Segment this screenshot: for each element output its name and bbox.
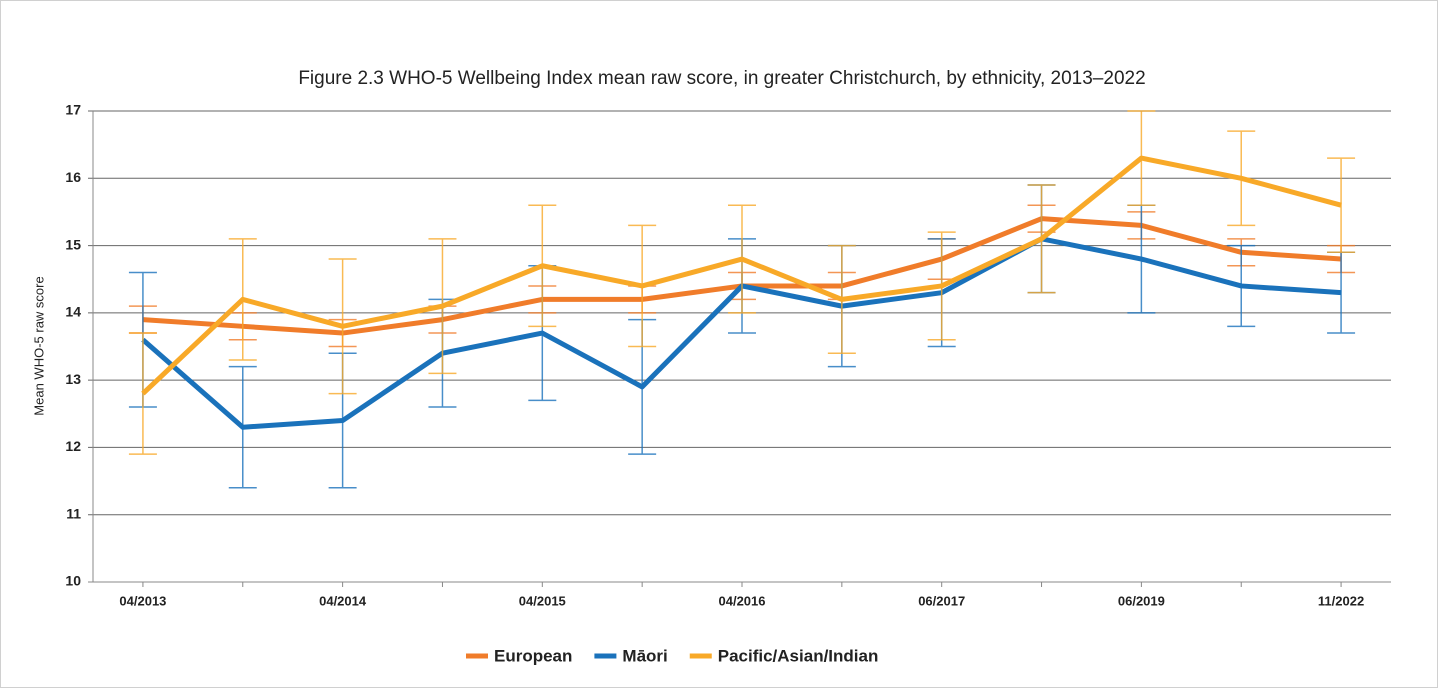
legend-label: European [494,646,572,665]
x-tick-label: 04/2015 [519,593,566,608]
y-tick-label: 14 [65,304,81,320]
y-axis-label: Mean WHO-5 raw score [31,276,46,415]
legend-label: Pacific/Asian/Indian [718,646,879,665]
chart-title: Figure 2.3 WHO-5 Wellbeing Index mean ra… [298,68,1145,89]
x-tick-label: 06/2017 [918,593,965,608]
x-tick-label: 11/2022 [1318,593,1364,608]
error-bar [1327,157,1356,254]
error-bar [128,332,157,455]
x-tick-label: 04/2016 [719,593,766,608]
legend: European Māori Pacific/Asian/Indian [466,646,878,665]
series-line [141,155,1342,396]
y-tick-label: 10 [65,573,81,589]
x-tick-label: 04/2013 [119,593,166,608]
y-tick-label: 11 [66,505,81,521]
y-tick-label: 16 [65,169,81,185]
y-tick-label: 13 [65,371,81,387]
x-tick-label: 04/2014 [319,593,367,608]
x-tick-label: 06/2019 [1118,593,1165,608]
y-tick-label: 12 [65,438,81,454]
y-tick-label: 17 [65,102,81,118]
legend-label: Māori [622,646,667,665]
y-tick-label: 15 [65,236,81,252]
